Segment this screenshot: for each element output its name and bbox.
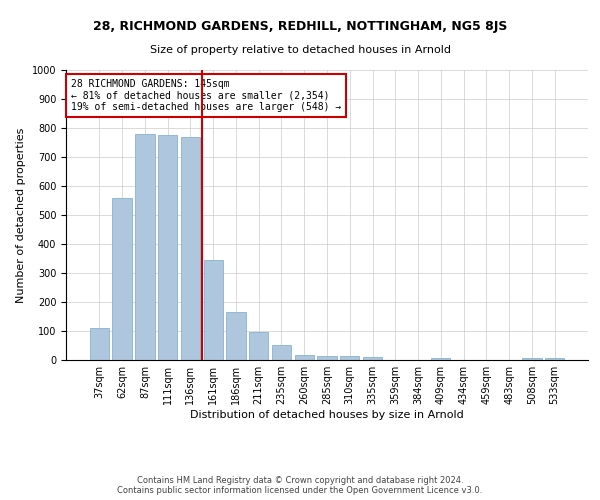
Bar [203, 260, 223, 360]
Bar [181, 136, 200, 360]
Text: Contains HM Land Registry data © Crown copyright and database right 2024.
Contai: Contains HM Land Registry data © Crown c… [118, 476, 482, 495]
Bar [522, 358, 542, 360]
Bar [112, 198, 132, 360]
Bar [363, 357, 382, 360]
Text: 28 RICHMOND GARDENS: 145sqm
← 81% of detached houses are smaller (2,354)
19% of : 28 RICHMOND GARDENS: 145sqm ← 81% of det… [71, 78, 341, 112]
Text: 28, RICHMOND GARDENS, REDHILL, NOTTINGHAM, NG5 8JS: 28, RICHMOND GARDENS, REDHILL, NOTTINGHA… [93, 20, 507, 33]
Bar [431, 358, 451, 360]
Bar [158, 135, 178, 360]
Bar [295, 355, 314, 360]
Bar [340, 356, 359, 360]
Bar [249, 332, 268, 360]
Bar [135, 134, 155, 360]
Bar [545, 358, 564, 360]
Text: Size of property relative to detached houses in Arnold: Size of property relative to detached ho… [149, 45, 451, 55]
Bar [317, 356, 337, 360]
Y-axis label: Number of detached properties: Number of detached properties [16, 128, 26, 302]
Bar [90, 328, 109, 360]
Bar [226, 312, 245, 360]
X-axis label: Distribution of detached houses by size in Arnold: Distribution of detached houses by size … [190, 410, 464, 420]
Bar [272, 345, 291, 360]
